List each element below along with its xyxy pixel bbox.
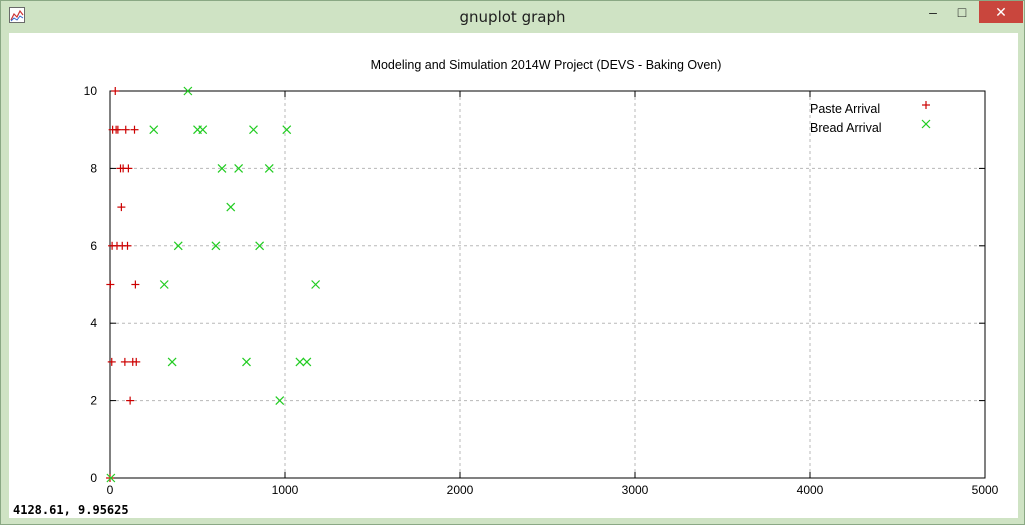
legend-label: Bread Arrival bbox=[810, 121, 882, 135]
paste-arrival-point bbox=[124, 164, 133, 173]
bread-arrival-point bbox=[242, 357, 251, 367]
bread-arrival-point bbox=[217, 163, 227, 173]
y-tick-label: 4 bbox=[90, 316, 97, 330]
scatter-chart[interactable]: Modeling and Simulation 2014W Project (D… bbox=[9, 33, 1018, 518]
paste-arrival-point bbox=[126, 396, 135, 405]
y-tick-label: 2 bbox=[90, 394, 97, 408]
mouse-coordinates: 4128.61, 9.95625 bbox=[13, 503, 129, 517]
legend-label: Paste Arrival bbox=[810, 102, 880, 116]
bread-arrival-point bbox=[211, 241, 221, 251]
title-bar[interactable]: gnuplot graph – □ ✕ bbox=[1, 1, 1024, 33]
paste-arrival-point bbox=[120, 357, 129, 366]
y-tick-label: 0 bbox=[90, 471, 97, 485]
x-tick-label: 0 bbox=[107, 483, 114, 497]
paste-arrival-point bbox=[117, 203, 126, 212]
paste-arrival-point bbox=[107, 357, 116, 366]
bread-arrival-point bbox=[302, 357, 312, 367]
paste-arrival-point bbox=[113, 125, 122, 134]
paste-arrival-point bbox=[131, 280, 140, 289]
paste-arrival-point bbox=[106, 474, 114, 482]
bread-arrival-point bbox=[234, 163, 244, 173]
bread-arrival-point bbox=[106, 473, 116, 483]
x-tick-label: 3000 bbox=[622, 483, 649, 497]
y-tick-label: 10 bbox=[84, 84, 98, 98]
bread-arrival-point bbox=[282, 125, 292, 135]
x-tick-label: 5000 bbox=[972, 483, 999, 497]
x-tick-label: 2000 bbox=[447, 483, 474, 497]
bread-arrival-point bbox=[167, 357, 177, 367]
chart-title: Modeling and Simulation 2014W Project (D… bbox=[371, 58, 722, 72]
bread-arrival-point bbox=[264, 163, 274, 173]
paste-arrival-point bbox=[106, 280, 115, 289]
paste-arrival-point bbox=[121, 125, 130, 134]
maximize-button[interactable]: □ bbox=[957, 4, 967, 20]
bread-arrival-point bbox=[173, 241, 183, 251]
bread-arrival-point bbox=[198, 125, 208, 135]
paste-arrival-point bbox=[111, 87, 120, 95]
bread-arrival-point bbox=[183, 86, 193, 96]
y-tick-label: 6 bbox=[90, 239, 97, 253]
bread-arrival-point bbox=[149, 125, 159, 135]
gnuplot-app-icon[interactable] bbox=[9, 7, 25, 23]
plot-area[interactable]: Modeling and Simulation 2014W Project (D… bbox=[9, 33, 1018, 518]
close-button[interactable]: ✕ bbox=[979, 1, 1023, 23]
plot-frame bbox=[109, 90, 986, 479]
paste-arrival-point bbox=[132, 357, 141, 366]
x-tick-label: 4000 bbox=[797, 483, 824, 497]
x-tick-label: 1000 bbox=[272, 483, 299, 497]
bread-arrival-point bbox=[311, 280, 321, 289]
bread-arrival-point bbox=[249, 125, 258, 135]
bread-arrival-point bbox=[159, 280, 169, 289]
bread-arrival-point bbox=[275, 396, 285, 406]
y-tick-label: 8 bbox=[90, 161, 97, 175]
bread-arrival-point bbox=[226, 202, 236, 212]
paste-arrival-point bbox=[130, 125, 139, 134]
legend-marker bbox=[921, 119, 931, 129]
bread-arrival-point bbox=[295, 357, 305, 367]
paste-arrival-point bbox=[123, 241, 132, 250]
minimize-button[interactable]: – bbox=[929, 4, 937, 20]
legend-marker bbox=[922, 101, 930, 109]
window-title: gnuplot graph bbox=[459, 8, 566, 26]
bread-arrival-point bbox=[255, 241, 265, 251]
